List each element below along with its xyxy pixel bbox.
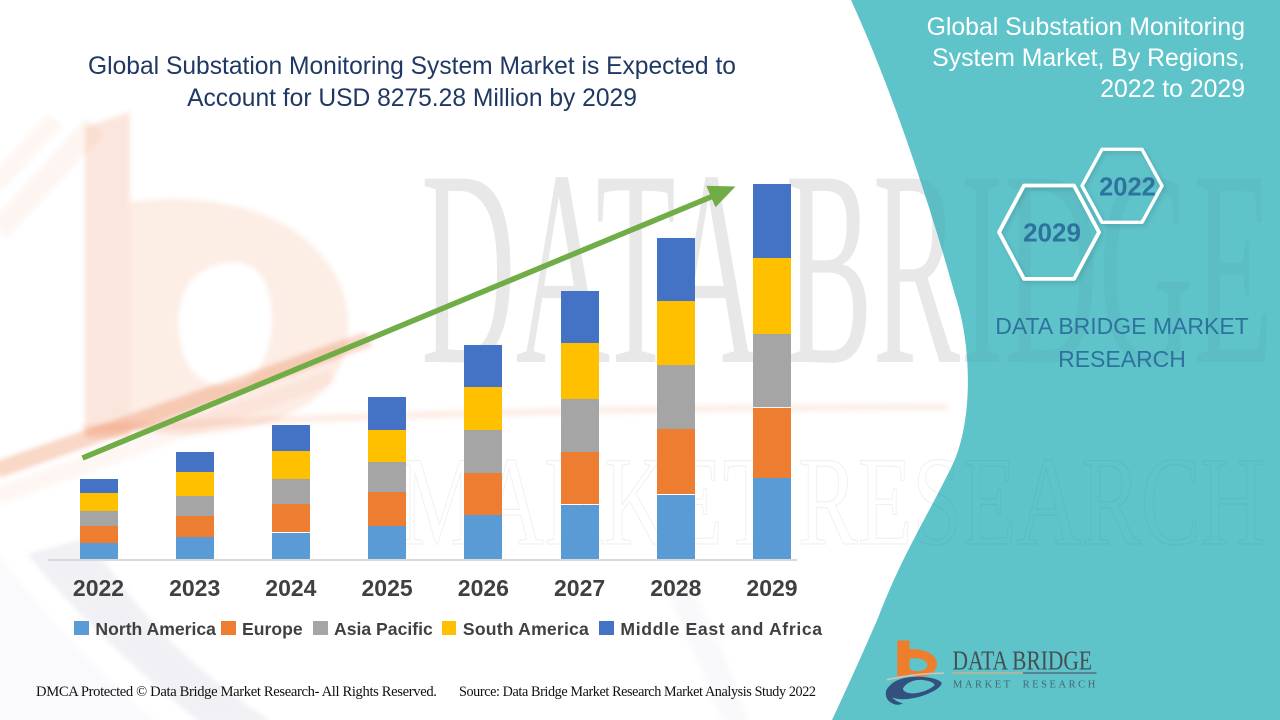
svg-text:DATA BRIDGE: DATA BRIDGE bbox=[953, 646, 1093, 676]
svg-text:2022: 2022 bbox=[1099, 174, 1156, 202]
svg-text:2029: 2029 bbox=[1023, 218, 1081, 248]
svg-text:MARKET RESEARCH: MARKET RESEARCH bbox=[953, 680, 1098, 691]
